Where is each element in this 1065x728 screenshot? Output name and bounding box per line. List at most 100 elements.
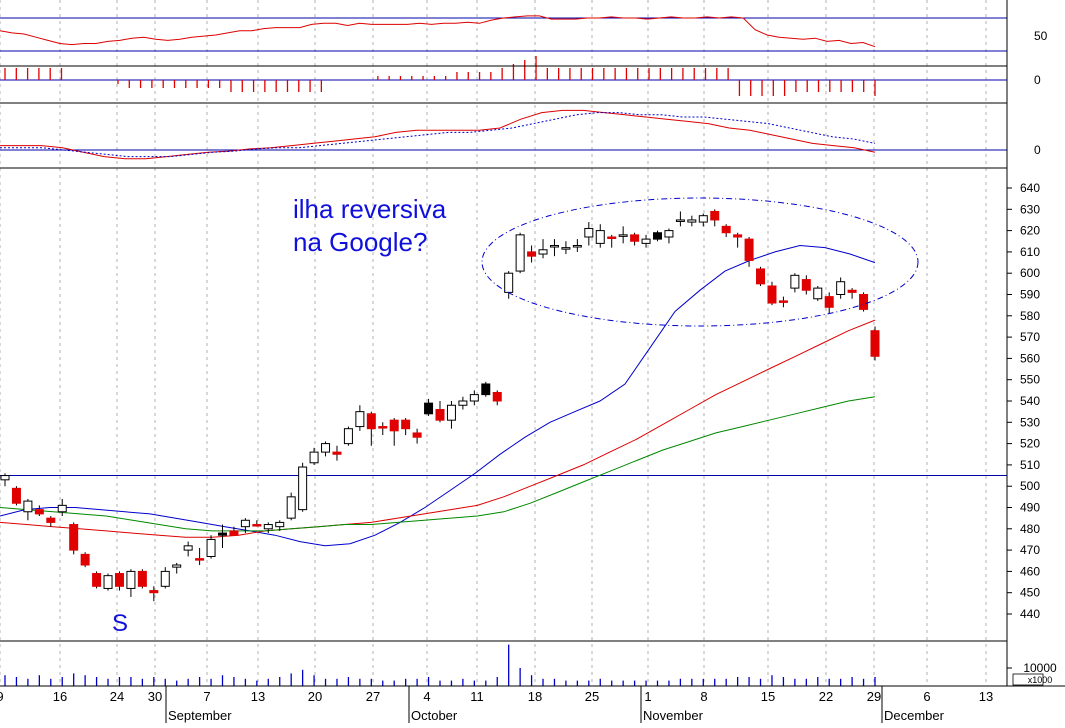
x-tick-label: 29 [867,689,881,704]
moving-average-line [0,244,876,547]
candle-body [733,234,743,238]
candle-body [229,530,239,536]
candle-body [195,558,205,561]
candle-body [561,247,571,250]
candle-body [149,590,159,594]
candle-body [469,394,479,402]
candle-body [435,409,445,421]
x-tick-label: 18 [528,689,542,704]
price-tick-label: 540 [1020,394,1040,408]
candle-body [378,426,388,429]
macd-line [0,109,876,160]
x-tick-label: 9 [0,689,4,704]
volume-unit-box [1012,673,1044,686]
momentum-tick-label: 0 [1034,73,1041,87]
candle-body [80,553,90,566]
price-tick-label: 480 [1020,522,1040,536]
series-layer [0,15,880,686]
reversal-island-ellipse [481,197,919,327]
candle-body [538,249,548,255]
candle-body [126,570,136,589]
candle-body [57,504,67,513]
price-tick-label: 640 [1020,181,1040,195]
price-tick-label: 520 [1020,437,1040,451]
candle-body [343,428,353,445]
x-tick-label: 24 [110,689,124,704]
month-label: November [643,708,704,723]
candle-body [698,215,708,223]
price-tick-label: 600 [1020,266,1040,280]
candle-body [252,524,262,527]
price-tick-label: 530 [1020,415,1040,429]
candle-body [114,573,124,587]
candle-body [790,274,800,289]
candle-body [756,268,766,285]
candle-body [309,451,319,464]
price-tick-label: 440 [1020,607,1040,621]
x-tick-label: 7 [203,689,210,704]
candle-body [172,564,182,568]
candle-body [458,400,468,406]
candle-body [481,383,491,396]
candle-body [23,500,33,513]
candle-body [355,411,365,428]
x-tick-label: 6 [923,689,930,704]
candle-body [584,227,594,238]
month-label: October [411,708,458,723]
candle-body [11,487,21,504]
candle-body [847,289,857,293]
price-tick-label: 620 [1020,224,1040,238]
price-tick-label: 470 [1020,543,1040,557]
annotation-title-line2: na Google? [293,227,427,257]
price-tick-label: 580 [1020,309,1040,323]
x-tick-label: 30 [148,689,162,704]
candle-body [206,538,216,557]
candle-body [641,238,651,244]
candle-body [240,519,250,528]
x-tick-label: 27 [366,689,380,704]
candle-body [664,230,674,238]
candle-body [160,570,170,587]
x-tick-label: 1 [644,689,651,704]
candle-body [92,573,102,587]
candle-body [744,238,754,261]
candle-body [286,496,296,519]
candle-body [69,524,79,551]
volume-unit-label: x1000 [1028,675,1053,685]
candle-body [710,210,720,221]
x-tick-label: 25 [585,689,599,704]
candle-body [183,545,193,551]
rsi-tick-label: 50 [1034,29,1048,43]
month-label: December [884,708,945,723]
candle-body [263,524,273,530]
price-tick-label: 630 [1020,202,1040,216]
candle-body [515,234,525,272]
candle-body [0,475,10,481]
candle-body [46,517,56,523]
candle-body [527,251,537,257]
candle-body [332,451,342,455]
price-tick-label: 490 [1020,501,1040,515]
rsi-line [0,15,876,48]
price-tick-label: 500 [1020,479,1040,493]
macd-signal-line [0,112,876,158]
candle-body [595,230,605,244]
candle-body [721,225,731,234]
candle-body [218,532,227,536]
candle-body [801,279,811,291]
price-tick-label: 590 [1020,288,1040,302]
candle-body [687,219,697,223]
annotation-pattern-label: S [112,610,128,637]
x-tick-label: 16 [53,689,67,704]
candle-body [572,245,582,248]
candle-body [607,236,617,239]
price-tick-label: 460 [1020,564,1040,578]
price-tick-label: 510 [1020,458,1040,472]
candle-body [767,285,777,304]
candle-body [103,575,113,589]
candle-body [653,232,662,240]
axis-layer: 91624307132027411182518152229613Septembe… [0,29,1057,723]
moving-average-line [0,396,876,532]
